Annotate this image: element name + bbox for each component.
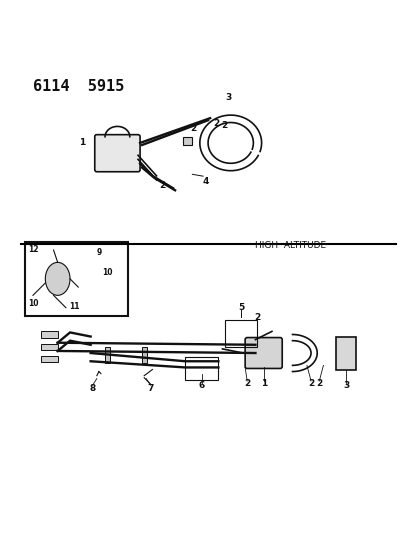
Text: 6114  5915: 6114 5915	[33, 79, 124, 94]
Text: 4: 4	[203, 177, 209, 186]
Text: 2: 2	[221, 122, 228, 131]
Text: 2: 2	[244, 379, 250, 389]
Bar	[336, 336, 356, 369]
Ellipse shape	[45, 262, 70, 295]
Text: 1: 1	[260, 379, 267, 389]
Bar	[183, 137, 192, 145]
Bar	[41, 356, 58, 362]
Text: 10: 10	[102, 268, 112, 277]
Text: 2: 2	[316, 379, 323, 389]
Bar	[41, 331, 58, 338]
Bar	[25, 242, 128, 316]
Text: 6: 6	[199, 382, 205, 391]
Text: 2: 2	[159, 181, 166, 190]
Text: 2: 2	[254, 313, 261, 322]
Bar	[142, 347, 147, 364]
Text: 3: 3	[225, 93, 232, 102]
Text: 12: 12	[28, 245, 38, 254]
Text: 7: 7	[147, 384, 154, 392]
Text: 2: 2	[308, 379, 314, 389]
Text: 10: 10	[28, 298, 38, 308]
Text: 11: 11	[69, 302, 80, 311]
Text: 8: 8	[89, 384, 96, 392]
Text: 5: 5	[238, 303, 244, 312]
Text: 2: 2	[213, 119, 220, 128]
Text: HIGH  ALTITUDE: HIGH ALTITUDE	[255, 241, 327, 250]
FancyBboxPatch shape	[95, 135, 140, 172]
Text: 3: 3	[343, 382, 349, 391]
FancyBboxPatch shape	[245, 337, 282, 368]
Text: 2: 2	[190, 124, 197, 133]
Text: 9: 9	[96, 248, 101, 257]
Bar	[225, 320, 258, 347]
Bar	[41, 344, 58, 350]
Bar	[105, 347, 110, 364]
Bar	[185, 357, 218, 380]
Text: 1: 1	[79, 139, 86, 148]
